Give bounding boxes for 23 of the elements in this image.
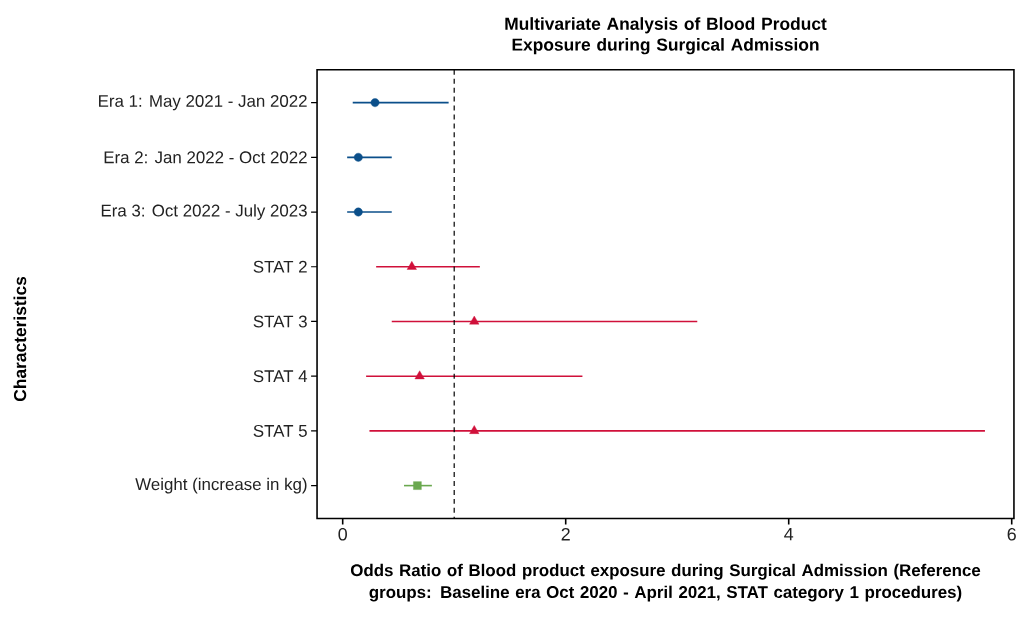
- y-tick-label: Era 2: Jan 2022 - Oct 2022: [104, 151, 307, 164]
- point: [370, 98, 380, 107]
- y-tick-label: STAT 5: [253, 424, 307, 437]
- y-tick-label: Era 1: May 2021 - Jan 2022: [99, 94, 307, 111]
- x-tick-label: 6: [1007, 527, 1016, 541]
- y-tick-label: STAT 2: [253, 260, 307, 273]
- point: [353, 152, 363, 162]
- y-tick-label: Weight (increase in kg): [135, 477, 307, 494]
- y-tick-label: Era 3: Oct 2022 - July 2023: [101, 204, 307, 220]
- y-axis-title: Characteristics: [13, 276, 27, 402]
- point: [406, 261, 417, 270]
- y-tick-label: STAT 4: [253, 370, 308, 383]
- x-tick-label: 2: [561, 527, 570, 541]
- point: [469, 315, 480, 325]
- point: [353, 207, 363, 217]
- point: [413, 481, 422, 490]
- x-axis-title: Odds Ratio of Blood product exposure during Surgical Admission (Reference groups: Baseline era Oct 2020 - April 2021, STAT category 1 procedures): [350, 563, 981, 602]
- x-tick-label: 4: [784, 527, 794, 541]
- point: [414, 370, 425, 380]
- y-tick-label: STAT 3: [253, 315, 307, 328]
- point: [469, 425, 480, 434]
- x-tick-label: 0: [338, 527, 347, 541]
- chart-title: Multivariate Analysis of Blood Product Exposure during Surgical Admission: [505, 17, 827, 55]
